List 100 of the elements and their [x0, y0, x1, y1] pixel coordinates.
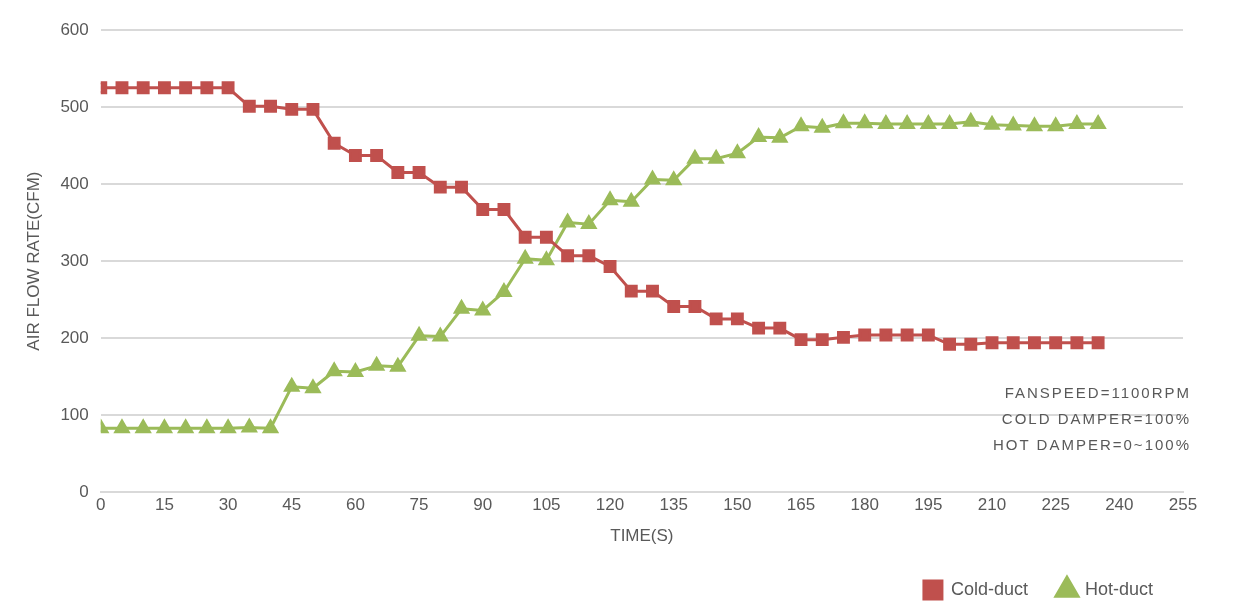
- point: [347, 363, 363, 378]
- point: [1091, 336, 1105, 350]
- point: [624, 284, 638, 298]
- point: [708, 150, 724, 164]
- x-tick-label: 0: [96, 495, 106, 515]
- point: [709, 312, 723, 326]
- point: [858, 328, 872, 342]
- annotation: COLD DAMPER=100%: [1001, 409, 1191, 427]
- x-tick-label: 135: [659, 495, 688, 515]
- point: [115, 81, 129, 95]
- point: [561, 249, 575, 263]
- annotation: FANSPEED=1100RPM: [1004, 383, 1191, 401]
- point: [114, 419, 130, 434]
- y-tick-label: 300: [60, 250, 89, 270]
- point: [921, 328, 935, 342]
- point: [582, 249, 596, 263]
- y-tick-label: 600: [60, 19, 89, 39]
- x-tick-label: 195: [914, 495, 943, 515]
- point: [242, 99, 256, 113]
- point: [878, 115, 894, 129]
- point: [538, 251, 554, 266]
- y-tick-label: 100: [60, 404, 89, 424]
- x-tick-label: 180: [850, 495, 879, 515]
- point: [369, 357, 385, 371]
- point: [751, 128, 767, 143]
- point: [837, 330, 850, 344]
- point: [793, 117, 809, 132]
- point: [327, 136, 341, 150]
- point: [1048, 117, 1064, 132]
- point: [1090, 115, 1106, 129]
- point: [879, 328, 893, 342]
- x-tick-label: 75: [409, 495, 429, 515]
- point: [984, 116, 1000, 130]
- point: [475, 301, 491, 316]
- point: [943, 337, 957, 351]
- point: [963, 113, 979, 127]
- point: [284, 378, 300, 392]
- point: [794, 333, 808, 347]
- point: [687, 150, 703, 164]
- point: [539, 230, 553, 244]
- point: [964, 337, 978, 351]
- x-tick-label: 105: [532, 495, 561, 515]
- x-tick-label: 210: [977, 495, 1007, 515]
- point: [135, 419, 151, 434]
- point: [476, 203, 490, 216]
- x-tick-label: 240: [1105, 495, 1134, 515]
- x-tick-label: 150: [723, 495, 752, 515]
- x-tick-label: 60: [345, 495, 365, 515]
- point: [644, 170, 661, 185]
- point: [455, 180, 468, 194]
- point: [433, 180, 447, 194]
- point: [136, 81, 150, 95]
- point: [156, 419, 172, 434]
- point: [730, 312, 744, 326]
- point: [200, 81, 214, 95]
- point: [178, 419, 194, 434]
- point: [688, 300, 702, 313]
- point: [348, 149, 362, 163]
- point: [264, 99, 277, 113]
- legend-label: Cold-duct: [950, 578, 1028, 599]
- point: [602, 191, 618, 206]
- point: [517, 250, 533, 264]
- x-tick-label: 30: [218, 495, 238, 515]
- x-tick-label: 255: [1168, 495, 1198, 515]
- point: [157, 81, 171, 95]
- y-tick-label: 400: [60, 173, 89, 193]
- point: [179, 81, 193, 95]
- x-tick-label: 225: [1041, 495, 1070, 515]
- point: [497, 203, 511, 216]
- point: [370, 149, 384, 163]
- x-tick-label: 90: [473, 495, 493, 515]
- annotation: HOT DAMPER=0~100%: [993, 435, 1191, 453]
- point: [432, 328, 448, 342]
- point: [773, 321, 787, 335]
- point: [390, 358, 406, 372]
- x-tick-label: 45: [282, 495, 302, 515]
- point: [1026, 117, 1043, 132]
- point: [900, 328, 914, 342]
- point: [1028, 336, 1041, 350]
- point: [391, 166, 405, 179]
- point: [1006, 336, 1020, 350]
- point: [1070, 336, 1084, 350]
- point: [942, 115, 958, 129]
- point: [581, 215, 597, 230]
- point: [985, 336, 999, 350]
- point: [241, 418, 257, 433]
- point: [262, 419, 279, 434]
- x-tick-label: 120: [595, 495, 625, 515]
- point: [1049, 336, 1063, 350]
- point: [920, 115, 936, 129]
- point: [220, 419, 236, 434]
- point: [729, 144, 745, 159]
- point: [306, 102, 320, 116]
- point: [199, 419, 215, 434]
- point: [899, 115, 915, 129]
- point: [1005, 117, 1021, 131]
- point: [305, 379, 321, 394]
- y-axis-title: AIR FLOW RATE(CFM): [23, 171, 43, 351]
- point: [835, 114, 852, 129]
- point: [453, 300, 470, 314]
